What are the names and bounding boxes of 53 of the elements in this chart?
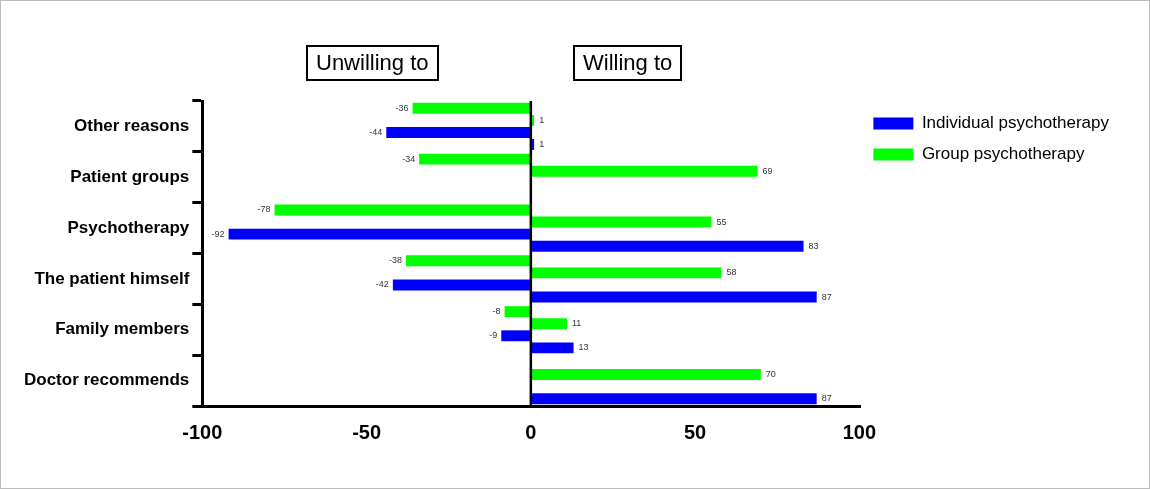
x-tick-label: 0 (525, 420, 537, 443)
data-label: 55 (716, 216, 727, 227)
data-label: -44 (369, 126, 383, 137)
data-label: 1 (539, 114, 545, 125)
data-label: 87 (821, 291, 832, 302)
legend-label: Group psychotherapy (921, 144, 1085, 164)
data-label: -42 (375, 279, 389, 290)
bar (412, 102, 531, 114)
bar (392, 279, 531, 291)
data-label: 1 (539, 139, 545, 150)
x-tick-label: 50 (683, 420, 707, 443)
data-label: 58 (726, 267, 737, 278)
bar (419, 153, 531, 165)
bar (530, 165, 758, 177)
y-tick-label: Patient groups (70, 166, 190, 186)
x-tick-label: 100 (842, 420, 877, 443)
bar (530, 291, 817, 303)
bar (386, 127, 531, 138)
x-tick-label: -100 (182, 420, 223, 443)
x-tick-label: -50 (352, 420, 382, 443)
legend-label: Individual psychotherapy (921, 113, 1110, 133)
data-label: 69 (762, 165, 773, 176)
bar (274, 204, 531, 216)
bar (530, 342, 574, 354)
bar (530, 240, 804, 252)
y-tick-label: Doctor recommends (23, 370, 190, 390)
data-label: -34 (402, 153, 416, 164)
data-label: 13 (578, 342, 589, 353)
data-label: 11 (571, 318, 582, 329)
bar (530, 318, 567, 330)
data-label: -9 (489, 330, 498, 341)
y-tick-label: Other reasons (74, 116, 190, 136)
data-label: -92 (211, 228, 225, 239)
y-tick-label: Family members (55, 319, 190, 339)
data-label: -8 (492, 306, 501, 317)
bar (228, 228, 531, 240)
data-label: 87 (821, 393, 832, 404)
y-tick-label: The patient himself (34, 268, 190, 288)
bar (530, 216, 712, 228)
bar (504, 306, 531, 318)
data-label: -38 (388, 255, 403, 266)
bar (530, 369, 761, 380)
data-label: -78 (257, 204, 271, 215)
y-tick-label: Psychotherapy (67, 217, 190, 237)
text: Willing to (573, 45, 683, 81)
data-label: -36 (395, 102, 409, 113)
bar (501, 330, 531, 342)
text: Unwilling to (306, 45, 439, 81)
bar (406, 255, 531, 267)
data-label: 70 (765, 369, 776, 380)
bar (530, 267, 722, 279)
data-label: 83 (808, 240, 819, 251)
bar (530, 393, 817, 405)
